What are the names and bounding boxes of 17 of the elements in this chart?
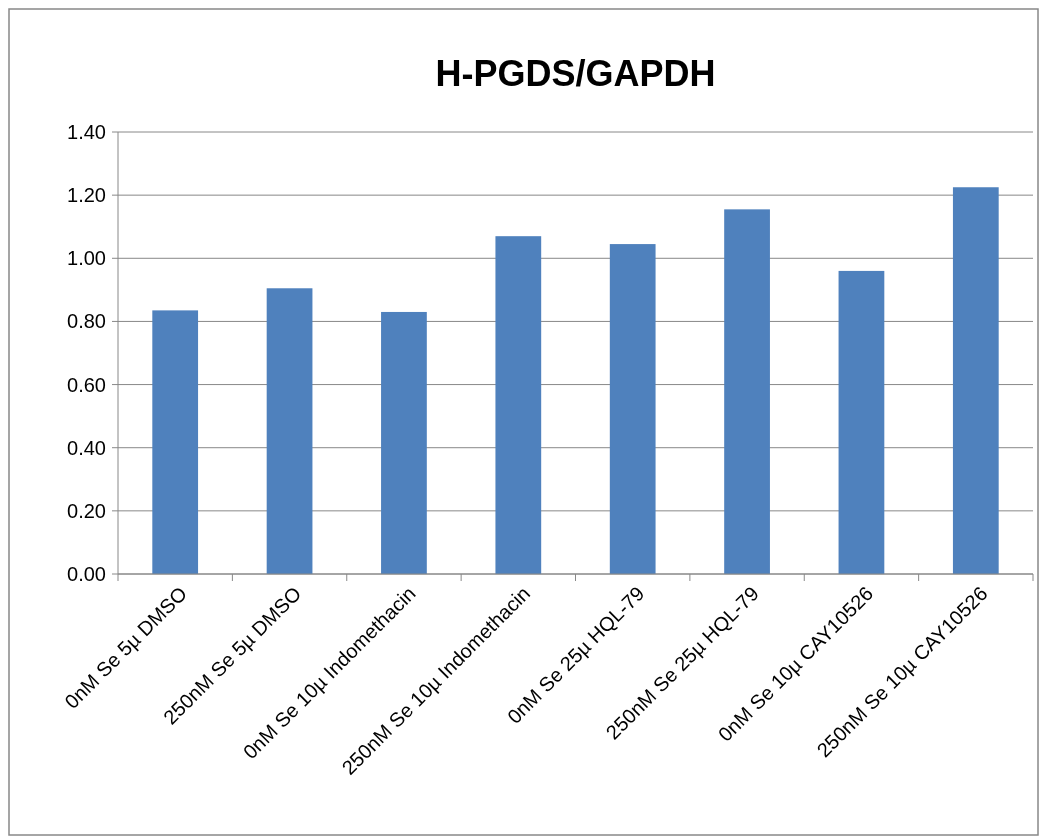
bar xyxy=(381,311,427,574)
bar xyxy=(495,236,542,574)
y-tick-label: 0.20 xyxy=(67,499,106,522)
y-tick-label: 0.80 xyxy=(67,310,106,333)
bar xyxy=(609,244,656,574)
bar xyxy=(266,288,313,574)
bar xyxy=(838,270,885,574)
y-tick-label: 0.60 xyxy=(67,373,106,396)
bar xyxy=(724,209,770,574)
y-tick-label: 1.20 xyxy=(67,184,106,207)
bar xyxy=(152,310,199,574)
bar xyxy=(952,187,999,574)
chart-title: H-PGDS/GAPDH xyxy=(435,53,716,94)
y-tick-label: 1.40 xyxy=(67,121,106,143)
y-tick-label: 0.00 xyxy=(67,563,106,585)
y-tick-label: 0.40 xyxy=(67,436,106,459)
y-tick-label: 1.00 xyxy=(67,247,106,270)
